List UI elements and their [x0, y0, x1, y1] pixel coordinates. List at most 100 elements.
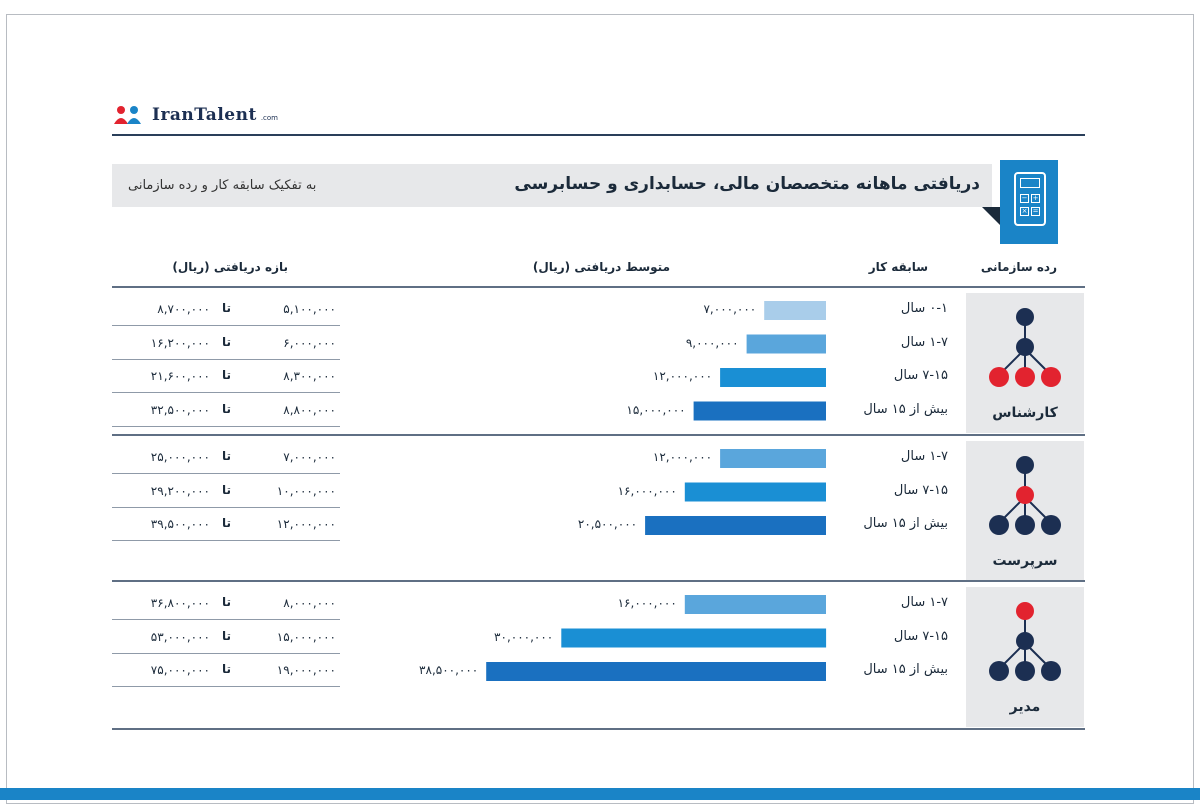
average-bar: [486, 662, 826, 681]
average-bar: [720, 449, 826, 468]
range-max-label: ۵۳,۰۰۰,۰۰۰: [150, 629, 210, 644]
experience-label: ۷-۱۵ سال: [893, 368, 948, 383]
chart-subtitle: به تفکیک سابقه کار و رده سازمانی: [128, 178, 317, 193]
range-max-label: ۳۶,۸۰۰,۰۰۰: [150, 596, 210, 610]
org-chart-icon: [989, 456, 1061, 535]
section-divider: [112, 286, 1085, 288]
irantalent-logo: IranTalent .com: [112, 102, 278, 128]
range-min-label: ۵,۱۰۰,۰۰۰: [283, 302, 336, 316]
header-average: متوسط دریافتی (ریال): [532, 260, 670, 274]
range-min-label: ۶,۰۰۰,۰۰۰: [283, 335, 336, 350]
range-max-label: ۲۱,۶۰۰,۰۰۰: [150, 369, 210, 383]
average-bar: [684, 482, 826, 502]
range-max-label: ۷۵,۰۰۰,۰۰۰: [150, 663, 210, 677]
row-divider: [112, 473, 340, 474]
experience-label: بیش از ۱۵ سال: [863, 662, 948, 677]
range-separator: تا: [222, 595, 232, 609]
range-min-label: ۱۲,۰۰۰,۰۰۰: [276, 517, 336, 531]
range-min-label: ۷,۰۰۰,۰۰۰: [283, 450, 336, 464]
range-max-label: ۱۶,۲۰۰,۰۰۰: [150, 335, 210, 350]
level-label: مدیر: [1009, 699, 1041, 715]
experience-label: ۱-۷ سال: [900, 449, 948, 464]
average-bar: [561, 628, 827, 648]
range-separator: تا: [222, 401, 232, 416]
average-value-label: ۱۲,۰۰۰,۰۰۰: [652, 369, 713, 383]
range-max-label: ۲۵,۰۰۰,۰۰۰: [150, 450, 210, 464]
level-box: سرپرست: [966, 441, 1084, 581]
row-divider: [112, 619, 340, 620]
range-min-label: ۸,۸۰۰,۰۰۰: [283, 402, 336, 417]
logo-text: IranTalent: [152, 105, 257, 125]
range-min-label: ۸,۳۰۰,۰۰۰: [283, 369, 336, 383]
average-bar: [720, 368, 826, 387]
average-value-label: ۱۵,۰۰۰,۰۰۰: [626, 402, 686, 417]
level-label: سرپرست: [992, 553, 1058, 569]
average-bar: [764, 301, 826, 320]
level-box: مدیر: [966, 587, 1084, 727]
range-separator: تا: [222, 334, 232, 349]
average-value-label: ۱۶,۰۰۰,۰۰۰: [617, 596, 677, 610]
range-min-label: ۱۹,۰۰۰,۰۰۰: [276, 663, 336, 677]
calculator-key: +: [1031, 194, 1040, 203]
range-separator: تا: [222, 368, 232, 382]
range-separator: تا: [222, 662, 232, 676]
row-divider: [112, 686, 340, 687]
range-max-label: ۳۲,۵۰۰,۰۰۰: [150, 402, 210, 417]
average-value-label: ۷,۰۰۰,۰۰۰: [703, 302, 757, 316]
chart-title: دریافتی ماهانه متخصصان مالی، حسابداری و …: [514, 174, 980, 194]
section-divider: [112, 728, 1085, 730]
experience-label: بیش از ۱۵ سال: [863, 516, 948, 531]
level-label: کارشناس: [992, 405, 1058, 421]
calculator-key: ×: [1020, 207, 1029, 216]
calculator-screen: [1020, 178, 1040, 188]
row-divider: [112, 325, 340, 326]
experience-label: بیش از ۱۵ سال: [863, 401, 948, 417]
average-value-label: ۱۶,۰۰۰,۰۰۰: [617, 483, 677, 498]
range-min-label: ۱۰,۰۰۰,۰۰۰: [276, 483, 336, 498]
experience-label: ۱-۷ سال: [900, 334, 948, 350]
row-divider: [112, 506, 340, 508]
footer-bar: [0, 788, 1200, 800]
experience-label: ۰-۱ سال: [900, 301, 948, 316]
title-notch: [982, 207, 1000, 225]
average-bar: [693, 401, 826, 421]
range-separator: تا: [222, 482, 232, 497]
row-divider: [112, 392, 340, 393]
range-min-label: ۱۵,۰۰۰,۰۰۰: [276, 629, 336, 644]
row-divider: [112, 358, 340, 360]
average-bar: [746, 334, 826, 354]
logo-suffix: .com: [260, 114, 278, 122]
average-value-label: ۳۰,۰۰۰,۰۰۰: [494, 629, 554, 644]
header-divider: [112, 134, 1085, 136]
header-level: رده سازمانی: [980, 260, 1057, 274]
header-experience: سابقه کار: [868, 260, 928, 274]
level-box: کارشناس: [966, 293, 1084, 433]
title-band: [112, 164, 992, 207]
average-bar: [684, 595, 826, 614]
average-value-label: ۱۲,۰۰۰,۰۰۰: [652, 450, 713, 464]
calculator-key: =: [1031, 207, 1040, 216]
header-range: بازه دریافتی (ریال): [172, 260, 288, 274]
calculator-icon: − + × =: [1014, 172, 1046, 226]
org-chart-icon: [989, 602, 1061, 681]
calculator-key: −: [1020, 194, 1029, 203]
experience-label: ۱-۷ سال: [900, 595, 948, 610]
title-icon-box: [1000, 160, 1058, 244]
range-separator: تا: [222, 301, 232, 315]
average-value-label: ۲۰,۵۰۰,۰۰۰: [577, 517, 638, 531]
row-divider: [112, 540, 340, 541]
range-separator: تا: [222, 628, 232, 643]
experience-label: ۷-۱۵ سال: [893, 628, 948, 644]
average-bar: [645, 516, 826, 535]
average-value-label: ۳۸,۵۰۰,۰۰۰: [419, 663, 479, 677]
org-chart-icon: [989, 308, 1061, 387]
section-divider: [112, 434, 1085, 436]
average-value-label: ۹,۰۰۰,۰۰۰: [685, 335, 739, 350]
logo-mark-icon: [114, 106, 141, 124]
row-divider: [112, 425, 340, 427]
range-separator: تا: [222, 516, 232, 530]
range-separator: تا: [222, 449, 232, 463]
range-max-label: ۸,۷۰۰,۰۰۰: [157, 302, 210, 316]
range-max-label: ۲۹,۲۰۰,۰۰۰: [150, 483, 210, 498]
